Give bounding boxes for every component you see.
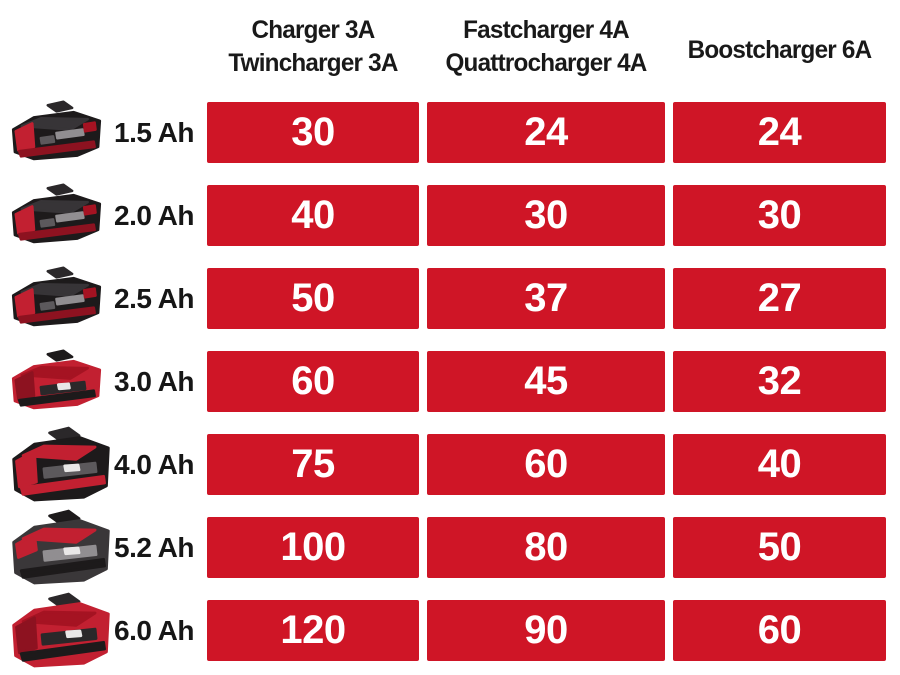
battery-photo-icon [8, 262, 105, 335]
column-header-charger-3a: Charger 3A Twincharger 3A [210, 0, 416, 80]
table-row-label: 3.0 Ah [6, 349, 199, 412]
time-cell: 60 [427, 434, 665, 495]
time-cell: 80 [427, 517, 665, 578]
capacity-label: 5.2 Ah [114, 531, 195, 563]
time-cell: 24 [673, 102, 886, 163]
battery-photo-icon [8, 425, 114, 505]
time-cell: 30 [207, 102, 419, 163]
time-cell: 30 [673, 185, 886, 246]
time-cell: 45 [427, 351, 665, 412]
column-header-line: Boostcharger 6A [687, 36, 873, 64]
table-row-label: 5.2 Ah [6, 509, 199, 584]
column-header-line: Charger 3A [251, 16, 376, 44]
column-header-line: Quattrocharger 4A [445, 49, 647, 77]
capacity-label: 1.5 Ah [114, 116, 195, 148]
table-grid: Charger 3A Twincharger 3A Fastcharger 4A… [6, 0, 886, 667]
time-cell: 32 [673, 351, 886, 412]
battery-photo-icon [8, 591, 114, 671]
battery-photo-icon [8, 96, 105, 169]
table-row-label: 2.0 Ah [6, 183, 199, 246]
column-header-boostcharger-6a: Boostcharger 6A [676, 0, 883, 80]
time-cell: 37 [427, 268, 665, 329]
time-cell: 120 [207, 600, 419, 661]
capacity-label: 2.5 Ah [114, 282, 195, 314]
time-cell: 90 [427, 600, 665, 661]
time-cell: 60 [673, 600, 886, 661]
time-cell: 75 [207, 434, 419, 495]
time-cell: 50 [207, 268, 419, 329]
table-row-label: 2.5 Ah [6, 266, 199, 329]
time-cell: 40 [673, 434, 886, 495]
column-header-line: Fastcharger 4A [463, 16, 629, 44]
battery-photo-icon [8, 508, 114, 588]
battery-photo-icon [8, 179, 105, 252]
header-spacer [6, 0, 199, 80]
time-cell: 27 [673, 268, 886, 329]
table-row-label: 4.0 Ah [6, 426, 199, 501]
capacity-label: 6.0 Ah [114, 614, 195, 646]
capacity-label: 2.0 Ah [114, 199, 195, 231]
battery-photo-icon [8, 345, 105, 418]
capacity-label: 3.0 Ah [114, 365, 195, 397]
capacity-label: 4.0 Ah [114, 448, 195, 480]
time-cell: 24 [427, 102, 665, 163]
table-row-label: 1.5 Ah [6, 100, 199, 163]
time-cell: 40 [207, 185, 419, 246]
time-cell: 60 [207, 351, 419, 412]
time-cell: 100 [207, 517, 419, 578]
column-header-fastcharger-4a: Fastcharger 4A Quattrocharger 4A [431, 0, 662, 80]
time-cell: 30 [427, 185, 665, 246]
time-cell: 50 [673, 517, 886, 578]
column-header-line: Twincharger 3A [228, 49, 398, 77]
table-row-label: 6.0 Ah [6, 592, 199, 667]
